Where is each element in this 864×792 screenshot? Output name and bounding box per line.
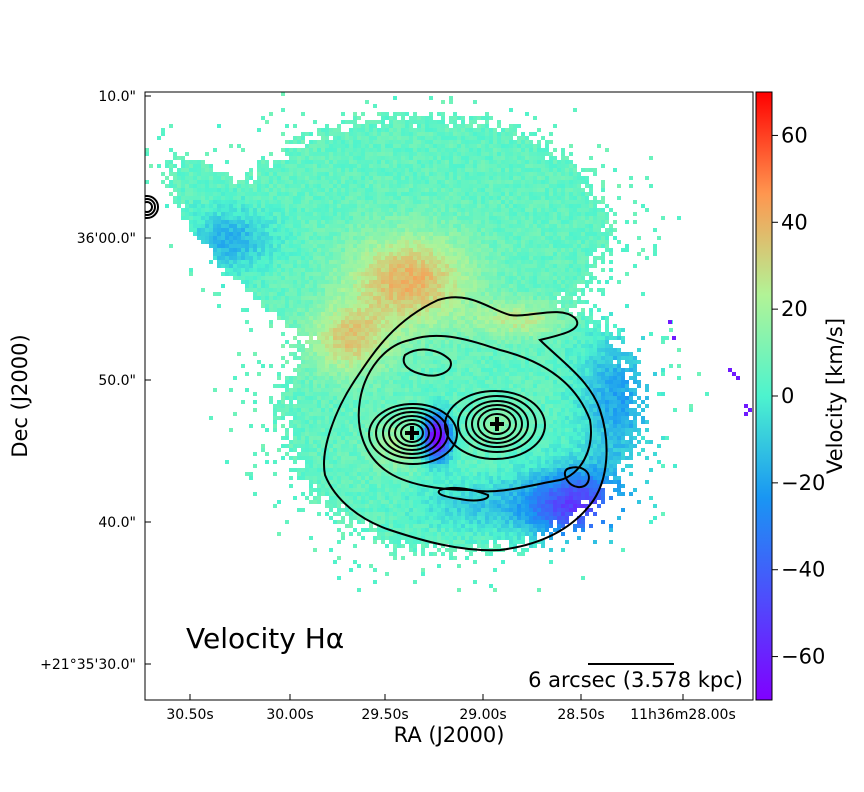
nucleus-east-marker: [405, 426, 419, 440]
colorbar-tick-label: 0: [781, 384, 794, 408]
colorbar-tick-label: 20: [781, 297, 808, 321]
x-tick-label: 11h36m28.00s: [630, 707, 736, 723]
colorbar-ticks: 60 40 20 0 −20 −40 −60: [772, 123, 825, 669]
y-tick-label: 36'00.0": [77, 231, 136, 247]
y-tick-label: 40.0": [98, 515, 136, 531]
colorbar-tick-label: 60: [781, 123, 808, 147]
continuum-contours: [323, 296, 608, 552]
y-tick-label: 10.0": [98, 89, 136, 105]
nucleus-west-contours: [444, 390, 546, 460]
y-axis-label: Dec (J2000): [8, 334, 32, 457]
colorbar-tick-label: 40: [781, 210, 808, 234]
x-tick-label: 29.00s: [459, 707, 506, 723]
x-tick-label: 28.50s: [557, 707, 604, 723]
colorbar-tick-label: −20: [781, 471, 825, 495]
colorbar-tick-label: −60: [781, 645, 825, 669]
contour-upper-loop: [402, 348, 452, 377]
colorbar-tick-label: −40: [781, 558, 825, 582]
contour-small: [437, 486, 490, 502]
plot-frame: [144, 91, 754, 701]
y-tick-label: 50.0": [98, 373, 136, 389]
y-tick-label: +21°35'30.0": [40, 657, 136, 673]
second-contour: [357, 334, 592, 493]
x-tick-label: 30.00s: [266, 707, 313, 723]
x-axis-label: RA (J2000): [394, 723, 505, 747]
colorbar: 60 40 20 0 −20 −40 −60 Velocity [km/s]: [755, 91, 847, 701]
nucleus-east-contours: [368, 403, 458, 465]
panel-title: Velocity Hα: [186, 622, 344, 655]
contour-blob: [563, 466, 590, 488]
colorbar-gradient: [755, 91, 773, 701]
velocity-map: Velocity Hα 6 arcsec (3.578 kpc): [144, 91, 754, 701]
velocity-pixels: [145, 92, 752, 592]
colorbar-label: Velocity [km/s]: [823, 318, 847, 474]
x-tick-label: 30.50s: [166, 707, 213, 723]
y-axis-ticks: 10.0" 36'00.0" 50.0" 40.0" +21°35'30.0": [40, 89, 151, 673]
scale-bar-label: 6 arcsec (3.578 kpc): [528, 668, 743, 692]
x-axis-ticks: 30.50s 30.00s 29.50s 29.00s 28.50s 11h36m28.0…: [166, 694, 736, 723]
x-tick-label: 29.50s: [361, 707, 408, 723]
outer-contour: [323, 296, 608, 552]
nucleus-west-marker: [490, 417, 504, 431]
beam-icon: [145, 195, 159, 219]
